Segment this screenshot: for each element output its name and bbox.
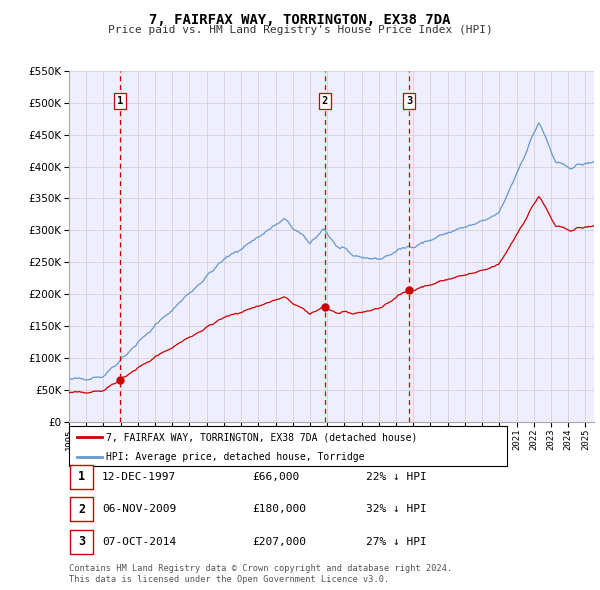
Text: This data is licensed under the Open Government Licence v3.0.: This data is licensed under the Open Gov… — [69, 575, 389, 584]
Text: 07-OCT-2014: 07-OCT-2014 — [102, 537, 176, 546]
Text: Price paid vs. HM Land Registry's House Price Index (HPI): Price paid vs. HM Land Registry's House … — [107, 25, 493, 35]
Text: Contains HM Land Registry data © Crown copyright and database right 2024.: Contains HM Land Registry data © Crown c… — [69, 565, 452, 573]
Text: £66,000: £66,000 — [252, 472, 299, 481]
Text: 3: 3 — [406, 96, 412, 106]
Text: 3: 3 — [78, 535, 85, 548]
Text: 22% ↓ HPI: 22% ↓ HPI — [366, 472, 427, 481]
Text: 7, FAIRFAX WAY, TORRINGTON, EX38 7DA: 7, FAIRFAX WAY, TORRINGTON, EX38 7DA — [149, 13, 451, 27]
Text: 1: 1 — [78, 470, 85, 483]
Text: HPI: Average price, detached house, Torridge: HPI: Average price, detached house, Torr… — [106, 453, 365, 463]
Text: 32% ↓ HPI: 32% ↓ HPI — [366, 504, 427, 514]
Bar — [70, 497, 93, 521]
Text: 12-DEC-1997: 12-DEC-1997 — [102, 472, 176, 481]
Text: 2: 2 — [322, 96, 328, 106]
Bar — [70, 465, 93, 489]
Text: 7, FAIRFAX WAY, TORRINGTON, EX38 7DA (detached house): 7, FAIRFAX WAY, TORRINGTON, EX38 7DA (de… — [106, 432, 418, 442]
Text: 2: 2 — [78, 503, 85, 516]
Text: 27% ↓ HPI: 27% ↓ HPI — [366, 537, 427, 546]
Bar — [70, 530, 93, 553]
Text: 06-NOV-2009: 06-NOV-2009 — [102, 504, 176, 514]
Text: £180,000: £180,000 — [252, 504, 306, 514]
Text: £207,000: £207,000 — [252, 537, 306, 546]
Text: 1: 1 — [116, 96, 123, 106]
